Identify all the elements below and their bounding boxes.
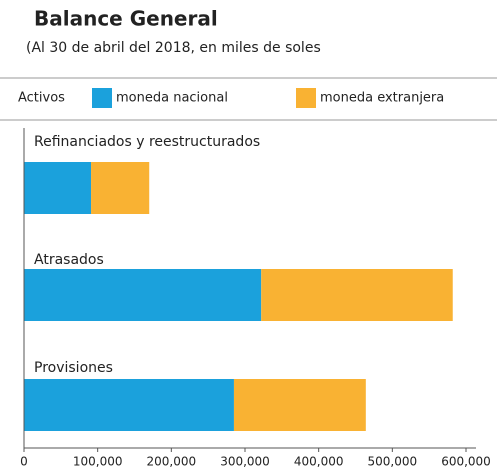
bar-segment [24, 269, 262, 321]
bar-segment [24, 379, 234, 431]
bar-segment [233, 379, 366, 431]
bar-segment [91, 162, 150, 214]
x-tick-label: 600,000 [441, 455, 491, 469]
chart-title: Balance General [34, 7, 218, 31]
x-tick-label: 500,000 [368, 455, 418, 469]
legend-title: Activos [18, 91, 65, 106]
category-label: Atrasados [34, 252, 104, 268]
bar-segment [24, 162, 92, 214]
chart-subtitle: (Al 30 de abril del 2018, en miles de so… [26, 40, 321, 56]
legend-swatch [92, 88, 112, 108]
category-label: Refinanciados y reestructurados [34, 134, 260, 150]
x-tick-label: 0 [20, 455, 28, 469]
x-tick-label: 200,000 [147, 455, 197, 469]
legend-swatch [296, 88, 316, 108]
legend-label: moneda extranjera [320, 91, 444, 106]
category-label: Provisiones [34, 360, 113, 376]
x-tick-label: 300,000 [220, 455, 270, 469]
x-tick-label: 100,000 [73, 455, 123, 469]
x-tick-label: 400,000 [294, 455, 344, 469]
legend-label: moneda nacional [116, 91, 228, 106]
bar-segment [261, 269, 453, 321]
